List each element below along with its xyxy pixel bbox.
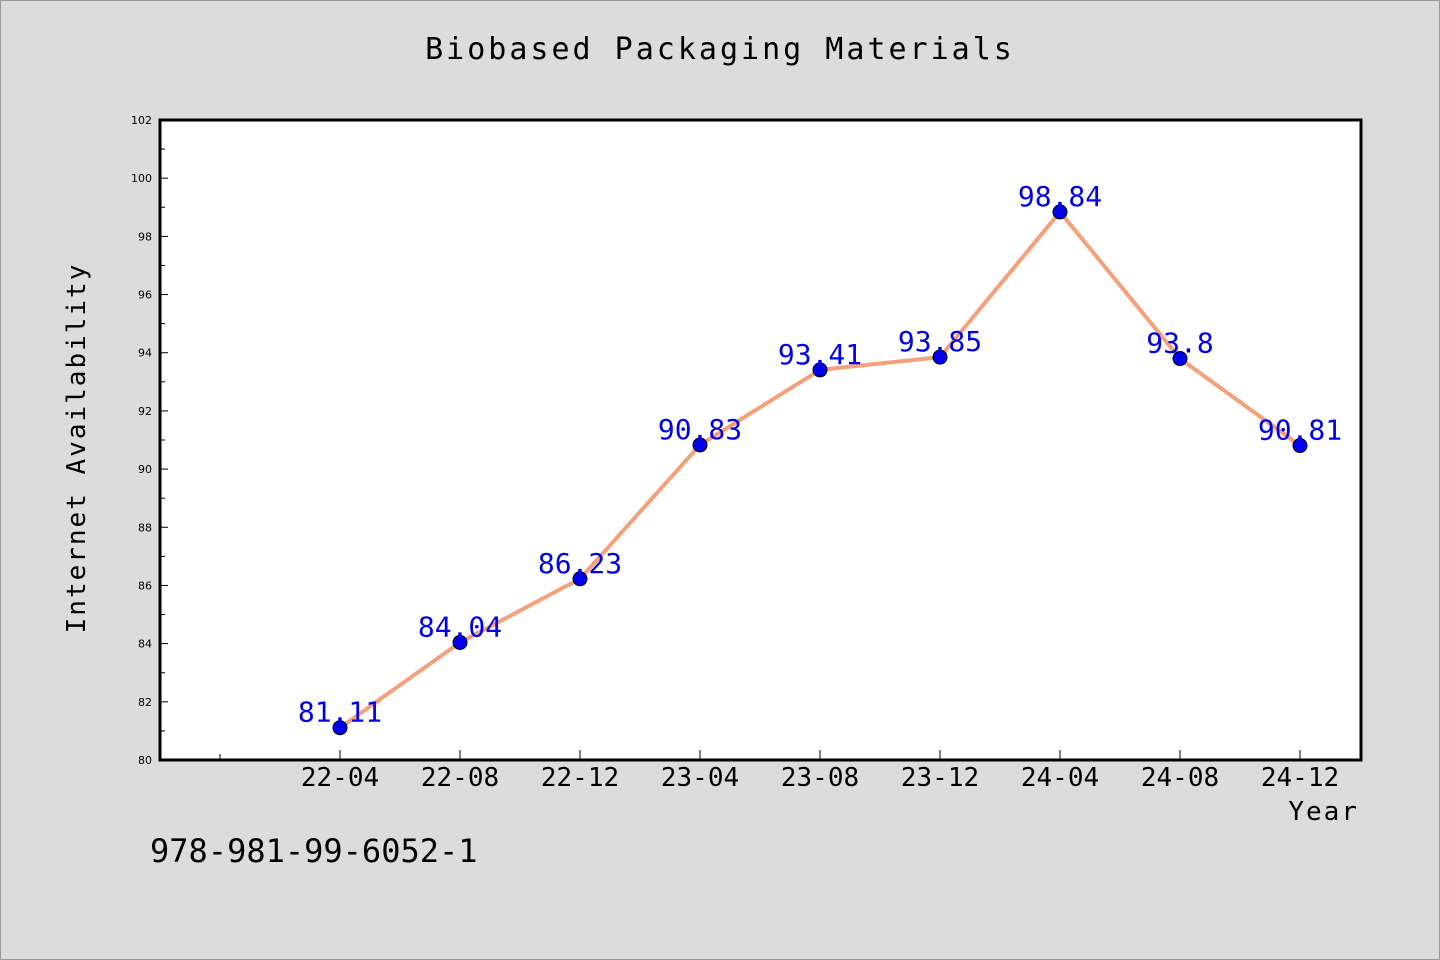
data-label: 98.84 [1018,180,1102,213]
y-tick-label: 90 [138,463,152,476]
y-tick-label: 102 [131,114,152,127]
data-label: 90.83 [658,413,742,446]
series-points [332,204,1308,736]
y-tick-label: 86 [138,579,152,592]
data-point [572,571,588,587]
x-tick-label: 24-12 [1261,763,1339,793]
y-tick-label: 92 [138,405,152,418]
data-point [1172,351,1188,367]
data-point [452,634,468,650]
y-tick-label: 94 [138,347,152,360]
x-tick-label: 23-12 [901,763,979,793]
y-tick-label: 88 [138,521,152,534]
y-tick-label: 96 [138,289,152,302]
data-label: 93.41 [778,338,862,371]
data-label: 84.04 [418,610,502,643]
y-axis-label: Internet Availability [62,263,92,634]
isbn-code: 978-981-99-6052-1 [150,832,478,870]
data-point [1292,438,1308,454]
x-tick-label: 22-08 [421,763,499,793]
y-tick-label: 98 [138,230,152,243]
plot-area [158,118,1363,762]
y-tick-label: 82 [138,696,152,709]
x-tick-label: 23-08 [781,763,859,793]
y-tick-label: 100 [131,172,152,185]
x-tick-label: 23-04 [661,763,739,793]
data-point [692,437,708,453]
x-axis-label: Year [1288,797,1359,827]
data-label: 93.8 [1146,327,1213,360]
data-label: 90.81 [1258,414,1342,447]
data-point [812,362,828,378]
x-tick-label: 22-12 [541,763,619,793]
y-tick-label: 84 [138,638,152,651]
chart-title: Biobased Packaging Materials [425,32,1015,67]
data-point [332,720,348,736]
data-point [932,349,948,365]
x-tick-label: 24-08 [1141,763,1219,793]
data-point [1052,204,1068,220]
data-label: 86.23 [538,547,622,580]
data-label: 93.85 [898,325,982,358]
x-tick-label: 22-04 [301,763,379,793]
y-tick-label: 80 [138,754,152,767]
x-tick-label: 24-04 [1021,763,1099,793]
x-axis: 22-04 22-08 22-12 23-04 23-08 23-12 24-04 24-08… [219,750,1339,793]
data-labels: 81.11 84.04 86.23 90.83 93.41 93.85 98.84 93.8 9… [298,180,1342,729]
data-label: 81.11 [298,696,382,729]
y-axis: 80 82 84 86 88 90 92 94 96 98 100 102 [131,114,168,767]
